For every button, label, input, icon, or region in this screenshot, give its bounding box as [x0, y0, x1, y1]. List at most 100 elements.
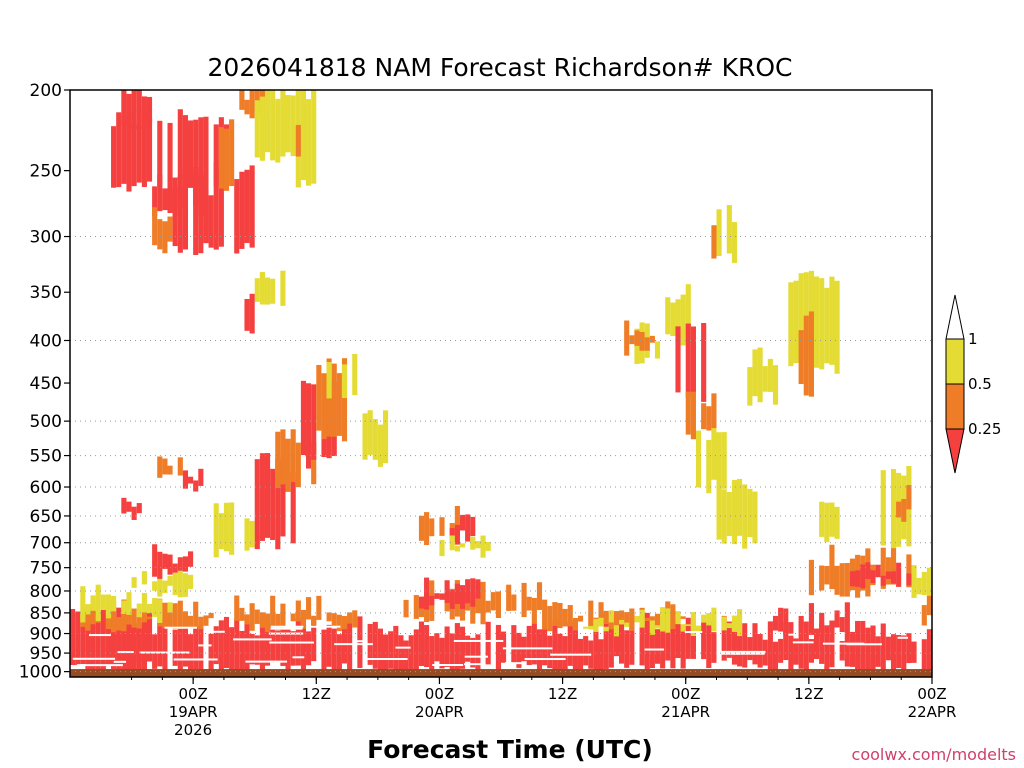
- ri-cell-red: [516, 632, 522, 668]
- x-tick-label: 00Z: [917, 685, 946, 703]
- ri-cell-yellow: [711, 428, 717, 480]
- credit-link[interactable]: coolwx.com/modelts: [852, 745, 1016, 764]
- ri-cell-yellow: [978, 459, 983, 474]
- ri-cell-yellow: [988, 570, 993, 603]
- colorbar-over-1: [945, 294, 965, 340]
- ri-cell-orange: [275, 431, 281, 489]
- ri-cell-yellow: [695, 625, 702, 632]
- ri-cell-red: [454, 623, 460, 674]
- ri-cell-red: [459, 514, 466, 531]
- ri-cell-red: [470, 578, 476, 607]
- ri-cell-yellow: [942, 440, 947, 480]
- x-tick-label: 00Z: [178, 685, 207, 703]
- ri-cell-yellow: [608, 610, 614, 623]
- ri-cell-red: [403, 640, 409, 671]
- ri-cell-orange: [418, 600, 425, 618]
- ri-gap: [822, 642, 865, 645]
- ri-cell-orange: [295, 124, 301, 157]
- ri-cell-red: [141, 108, 147, 187]
- ri-cell-orange: [439, 517, 445, 536]
- ri-cell-orange: [613, 611, 620, 630]
- ri-cell-yellow: [926, 567, 932, 606]
- ri-cell-yellow: [706, 613, 712, 626]
- ri-cell-red: [552, 620, 558, 671]
- ri-cell-orange: [968, 443, 973, 465]
- ri-cell-red: [788, 622, 794, 634]
- ri-cell-red: [875, 564, 881, 578]
- ri-cell-red: [947, 632, 952, 672]
- ri-cell-orange: [285, 438, 291, 492]
- ri-cell-yellow: [377, 424, 383, 467]
- ri-cell-red: [331, 628, 337, 674]
- ri-cell-red: [280, 621, 286, 666]
- ri-cell-yellow: [958, 579, 963, 593]
- ri-cell-orange: [906, 485, 912, 510]
- ri-cell-red: [742, 623, 748, 668]
- ri-cell-yellow: [953, 490, 958, 509]
- ri-cell-red: [167, 122, 173, 181]
- ri-cell-orange: [526, 596, 532, 611]
- ri-cell-orange: [531, 597, 537, 624]
- ri-cell-red: [767, 628, 773, 672]
- ri-cell-orange: [844, 563, 850, 597]
- ri-cell-orange: [311, 442, 317, 485]
- ri-cell-yellow: [300, 90, 307, 181]
- ri-cell-red: [932, 631, 937, 660]
- ri-cell-yellow: [937, 564, 942, 604]
- ri-gap: [813, 663, 825, 666]
- ri-cell-red: [208, 633, 214, 672]
- ri-cell-orange: [680, 616, 686, 619]
- ri-gap: [72, 657, 116, 660]
- ri-cell-orange: [834, 565, 840, 595]
- ri-cell-yellow: [880, 470, 886, 546]
- ri-cell-yellow: [341, 364, 348, 399]
- ri-cell-orange: [249, 603, 255, 631]
- ri-cell-yellow: [937, 373, 942, 408]
- ri-cell-yellow: [675, 299, 681, 340]
- ri-cell-red: [911, 641, 917, 663]
- ri-cell-red: [608, 628, 614, 668]
- ri-cell-red: [126, 606, 132, 672]
- ri-cell-red: [131, 625, 137, 674]
- y-tick-label: 350: [30, 283, 62, 303]
- x-axis-label: Forecast Time (UTC): [367, 735, 653, 764]
- ri-cell-red: [834, 610, 840, 628]
- ri-cell-yellow: [813, 276, 820, 368]
- ri-cell-yellow: [264, 277, 271, 305]
- ri-cell-yellow: [953, 570, 958, 600]
- ri-cell-yellow: [619, 619, 625, 625]
- ri-cell-red: [459, 626, 466, 669]
- ri-cell-red: [121, 90, 127, 126]
- ri-cell-red: [465, 579, 471, 604]
- ri-cell-orange: [167, 465, 173, 475]
- ri-gap: [270, 625, 304, 628]
- ri-cell-yellow: [326, 361, 332, 399]
- ri-cell-red: [131, 123, 137, 187]
- ri-cell-yellow: [639, 609, 645, 628]
- ri-cell-red: [926, 629, 932, 671]
- ri-cell-yellow: [259, 96, 265, 161]
- ri-cell-yellow: [624, 622, 630, 627]
- y-tick-label: 250: [30, 162, 62, 182]
- ri-cell-orange: [557, 603, 563, 629]
- ri-gap: [307, 625, 341, 628]
- ri-cell-red: [290, 471, 296, 544]
- ri-cell-orange: [403, 599, 409, 618]
- ri-cell-orange: [218, 127, 224, 189]
- ri-cell-red: [167, 554, 173, 575]
- ri-gap: [208, 630, 225, 633]
- ri-cell-red: [824, 625, 830, 671]
- ri-cell-yellow: [752, 349, 758, 397]
- ri-gap: [89, 634, 111, 637]
- ri-cell-red: [470, 516, 476, 537]
- ri-gap: [432, 664, 464, 666]
- ri-cell-yellow: [439, 539, 445, 557]
- ri-gap: [792, 641, 814, 644]
- ri-cell-orange: [803, 315, 809, 396]
- ri-cell-orange: [167, 216, 173, 242]
- ri-cell-red: [958, 625, 963, 674]
- y-tick-label: 800: [30, 582, 62, 602]
- ri-cell-red: [121, 497, 127, 514]
- ri-cell-yellow: [721, 616, 727, 631]
- ri-cell-yellow: [146, 603, 153, 614]
